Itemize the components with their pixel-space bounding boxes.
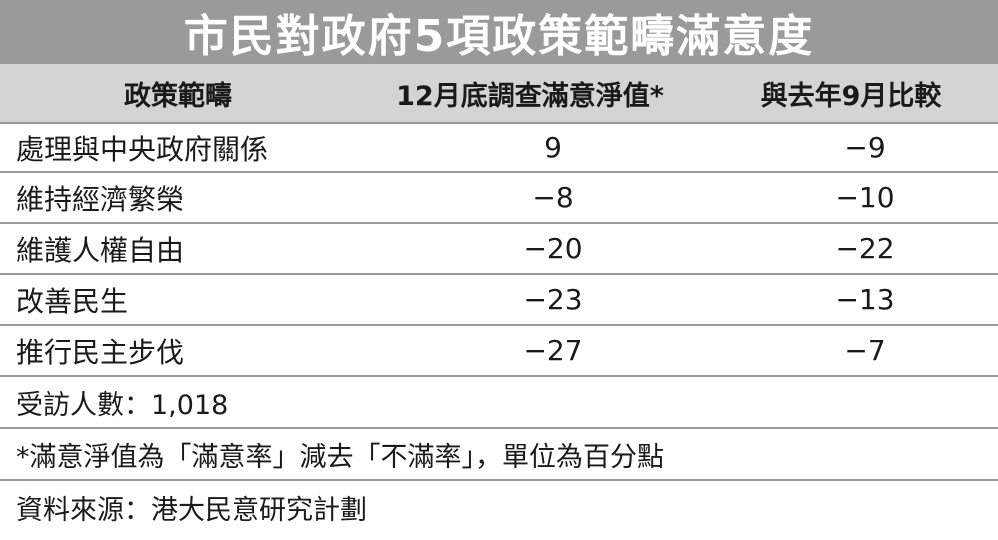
row-value: −23 xyxy=(523,283,583,316)
row-category: 維護人權自由 xyxy=(16,233,185,267)
row-change: −10 xyxy=(835,181,895,214)
chart-title: 市民對政府5項政策範疇滿意度 xyxy=(0,0,998,64)
row-category: 改善民生 xyxy=(16,284,129,318)
row-category: 維持經濟繁榮 xyxy=(16,182,185,216)
row-change: −7 xyxy=(844,334,886,367)
row-change: −22 xyxy=(835,232,895,265)
footnote: *滿意淨值為「滿意率」減去「不滿率」，單位為百分點 xyxy=(0,429,998,481)
data-source: 資料來源：港大民意研究計劃 xyxy=(16,494,367,526)
row-value: −27 xyxy=(523,334,583,367)
row-value: 9 xyxy=(544,131,562,164)
column-header-net-satisfaction: 12月底調查滿意淨值* xyxy=(396,80,664,112)
row-change: −9 xyxy=(844,131,886,164)
table-header: 政策範疇 12月底調查滿意淨值* 與去年9月比較 xyxy=(0,64,998,122)
row-change: −13 xyxy=(835,283,895,316)
table-row: 改善民生 −23 −13 xyxy=(0,275,998,326)
table-row: 處理與中央政府關係 9 −9 xyxy=(0,122,998,173)
column-header-change: 與去年9月比較 xyxy=(760,80,942,112)
row-value: −8 xyxy=(532,181,574,214)
row-value: −20 xyxy=(523,232,583,265)
table-row: 維護人權自由 −20 −22 xyxy=(0,224,998,275)
respondents-count: 受訪人數：1,018 xyxy=(0,377,998,429)
table-row: 維持經濟繁榮 −8 −10 xyxy=(0,173,998,224)
row-category: 推行民主步伐 xyxy=(16,335,185,369)
row-category: 處理與中央政府關係 xyxy=(16,132,269,166)
column-header-category: 政策範疇 xyxy=(124,80,232,112)
table-row: 推行民主步伐 −27 −7 xyxy=(0,326,998,377)
